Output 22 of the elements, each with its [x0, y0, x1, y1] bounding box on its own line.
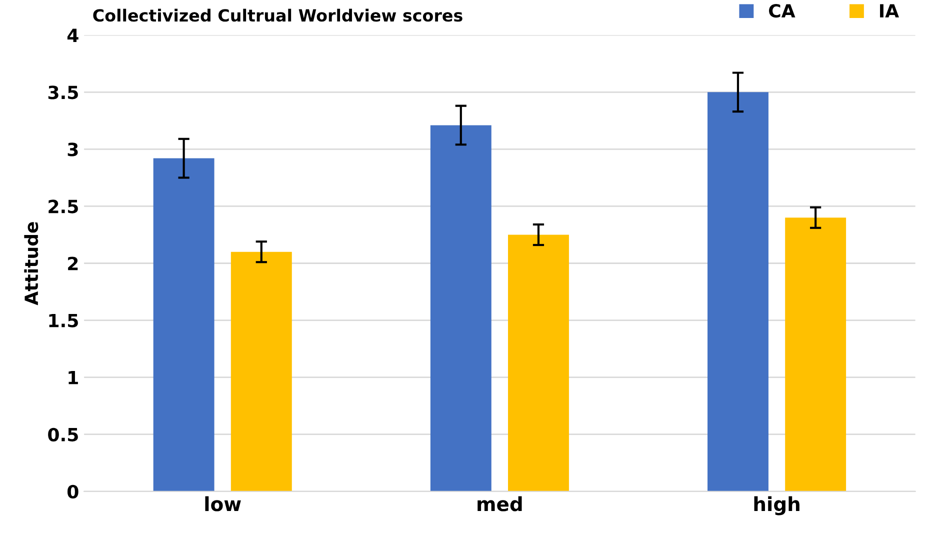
bar	[708, 92, 768, 492]
x-tick-label: med	[478, 496, 522, 512]
x-tick-label: high	[754, 496, 800, 516]
y-tick-label: 0	[68, 484, 78, 499]
bar	[153, 158, 214, 492]
y-tick-label: 2.5	[48, 200, 78, 214]
legend-label: IA	[880, 4, 899, 18]
bar	[508, 234, 569, 492]
y-axis-title: Attitude	[24, 222, 38, 306]
y-tick-label: 0.5	[48, 428, 78, 442]
bar	[230, 252, 292, 492]
y-tick-label: 4	[67, 28, 78, 42]
x-tick-label: low	[205, 496, 241, 512]
y-tick-label: 3.5	[48, 86, 78, 100]
bar	[785, 218, 846, 492]
y-tick-label: 1.5	[49, 314, 78, 328]
chart-title: Collectivized Cultrual Worldview scores	[93, 8, 462, 22]
bar	[430, 125, 492, 492]
legend-label: CA	[769, 4, 796, 18]
y-tick-label: 1	[68, 371, 78, 384]
y-tick-label: 2	[68, 256, 78, 270]
y-tick-label: 3	[68, 142, 78, 156]
